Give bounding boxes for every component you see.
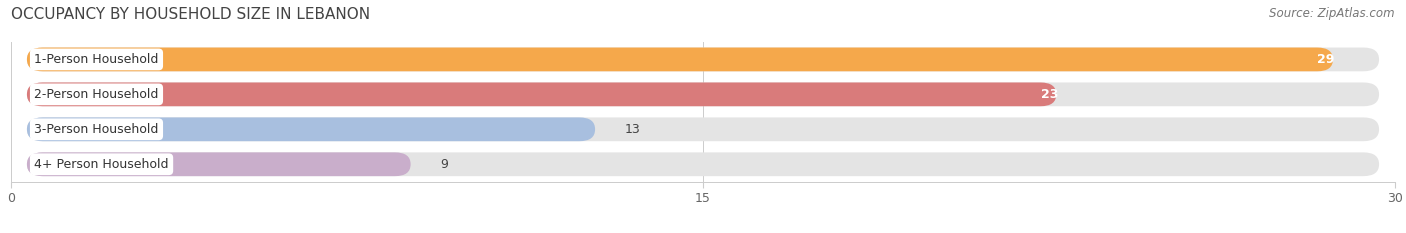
- Text: 4+ Person Household: 4+ Person Household: [34, 158, 169, 171]
- Text: 23: 23: [1040, 88, 1059, 101]
- Text: 13: 13: [624, 123, 640, 136]
- Text: 2-Person Household: 2-Person Household: [34, 88, 159, 101]
- Text: OCCUPANCY BY HOUSEHOLD SIZE IN LEBANON: OCCUPANCY BY HOUSEHOLD SIZE IN LEBANON: [11, 7, 370, 22]
- FancyBboxPatch shape: [27, 117, 595, 141]
- FancyBboxPatch shape: [27, 48, 1379, 71]
- Text: 1-Person Household: 1-Person Household: [34, 53, 159, 66]
- FancyBboxPatch shape: [27, 82, 1379, 106]
- FancyBboxPatch shape: [27, 152, 1379, 176]
- FancyBboxPatch shape: [27, 152, 411, 176]
- FancyBboxPatch shape: [27, 82, 1056, 106]
- Text: 29: 29: [1317, 53, 1334, 66]
- Text: Source: ZipAtlas.com: Source: ZipAtlas.com: [1270, 7, 1395, 20]
- FancyBboxPatch shape: [27, 117, 1379, 141]
- Text: 9: 9: [440, 158, 449, 171]
- FancyBboxPatch shape: [27, 48, 1333, 71]
- Text: 3-Person Household: 3-Person Household: [34, 123, 159, 136]
